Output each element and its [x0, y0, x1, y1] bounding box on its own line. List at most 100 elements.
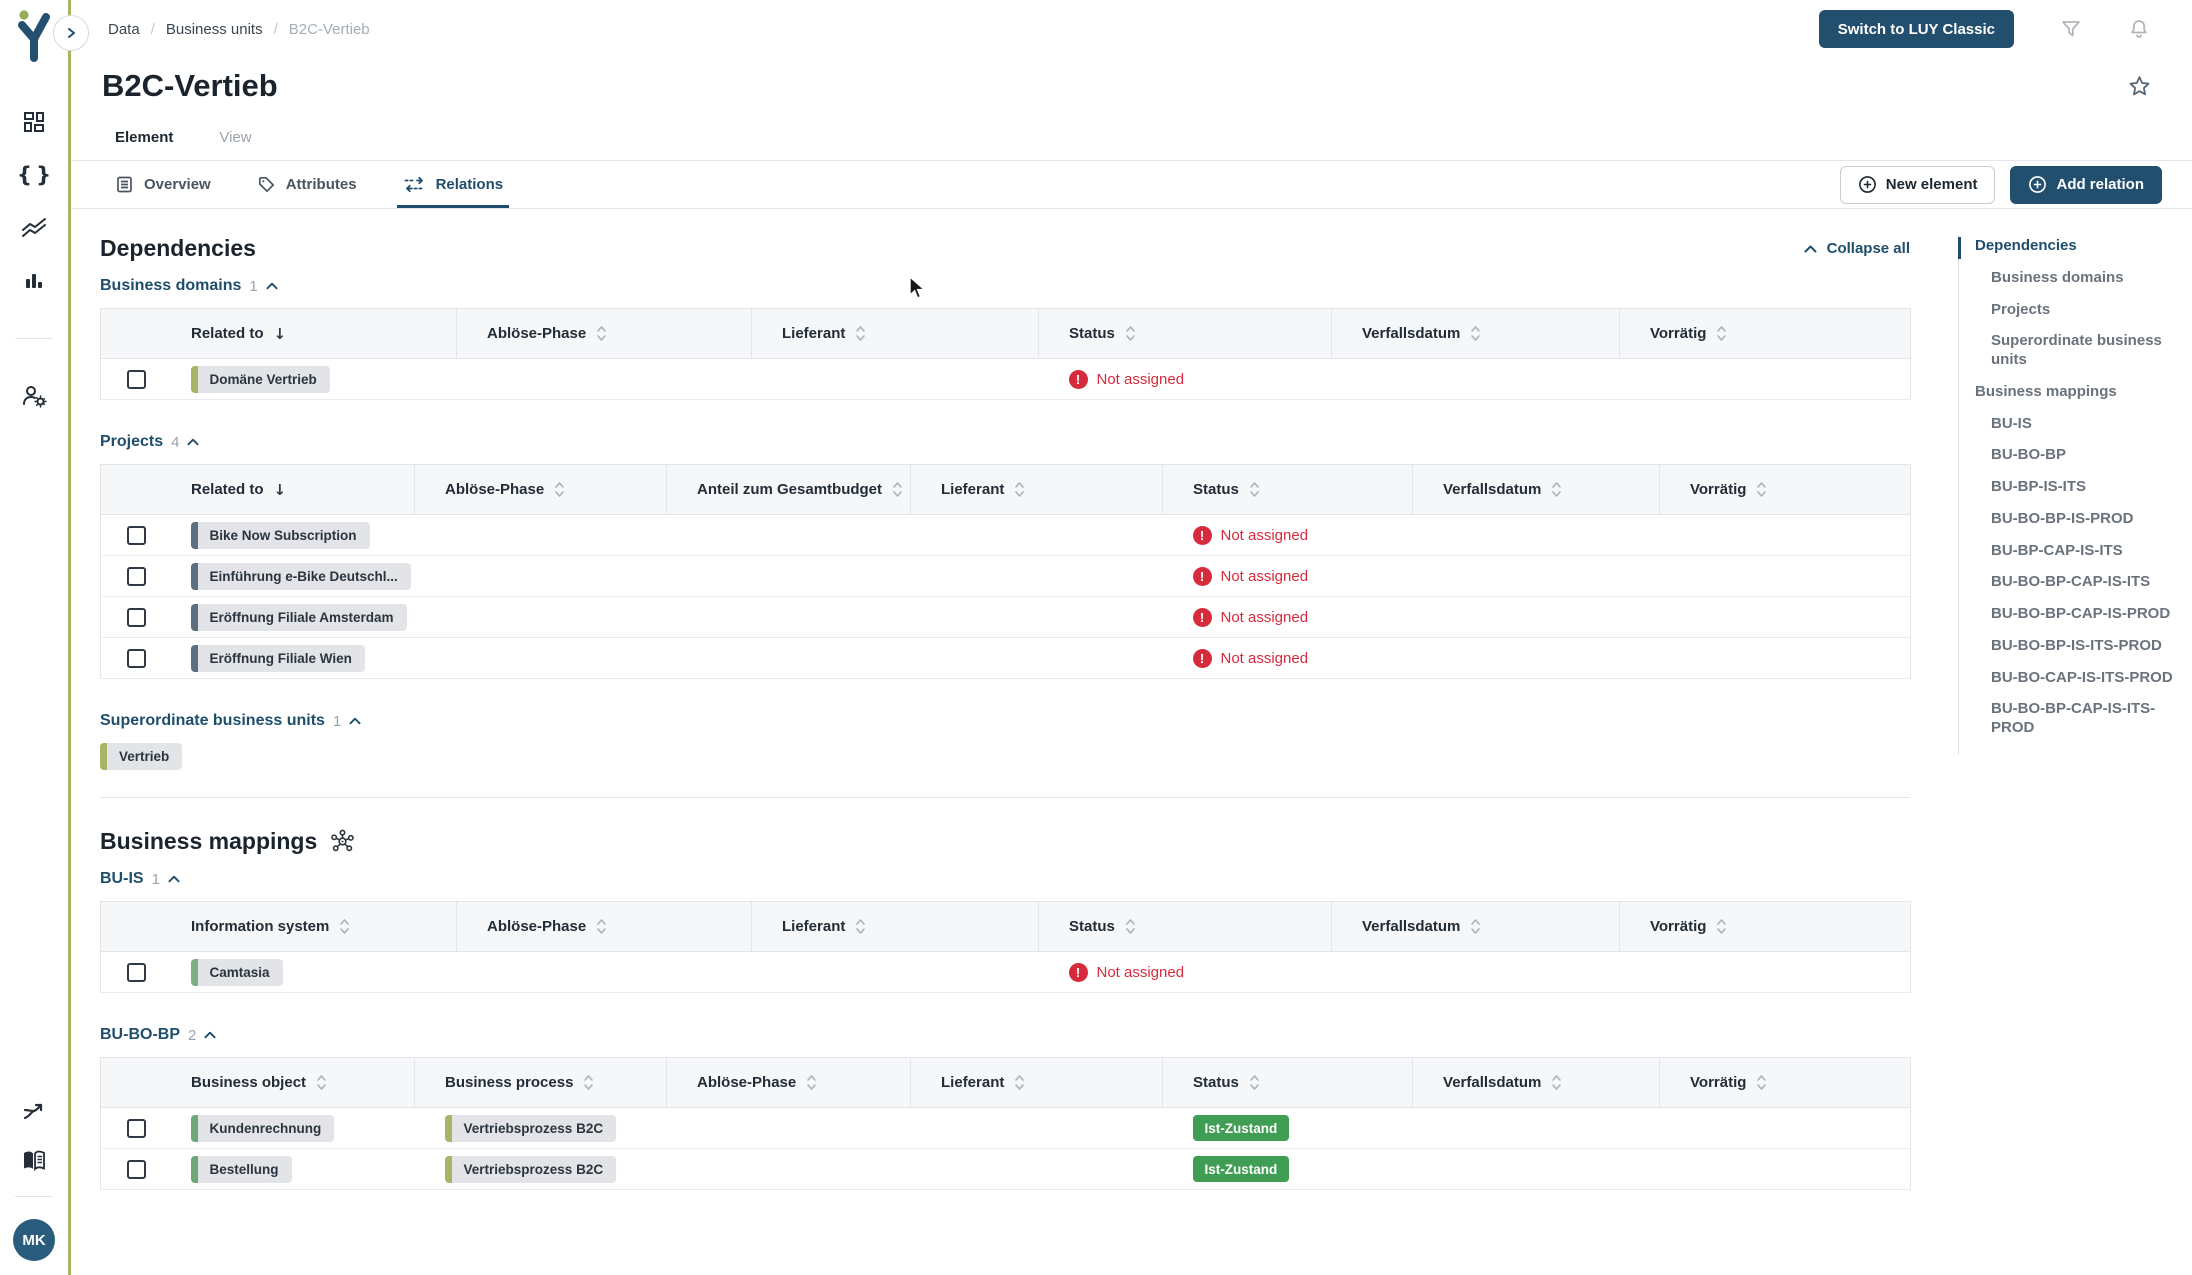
entity-tag[interactable]: Bike Now Subscription	[190, 521, 370, 549]
sidebar-expand-button[interactable]	[53, 15, 89, 51]
luy-logo[interactable]	[12, 8, 56, 69]
entity-tag[interactable]: Eröffnung Filiale Amsterdam	[190, 603, 407, 631]
sort-icon[interactable]	[1249, 481, 1260, 498]
column-header[interactable]: Verfallsdatum	[1331, 901, 1620, 952]
sort-icon[interactable]	[1125, 918, 1136, 935]
table-row[interactable]: Einführung e-Bike Deutschl...! Not assign…	[100, 555, 1911, 597]
toc-item-business-mappings[interactable]: Business mappings	[1975, 382, 2117, 400]
column-header[interactable]: Ablöse-Phase	[666, 1057, 912, 1108]
column-header[interactable]: Lieferant	[910, 1057, 1164, 1108]
sort-icon[interactable]	[1470, 918, 1481, 935]
sort-icon[interactable]	[339, 918, 350, 935]
breadcrumb-item[interactable]: Data	[108, 20, 140, 38]
collapse-all-button[interactable]: Collapse all	[1804, 240, 1910, 257]
column-header[interactable]: Vorrätig	[1659, 1057, 1911, 1108]
column-header[interactable]: Lieferant	[751, 308, 1039, 359]
tab-attributes[interactable]: Attributes	[257, 161, 357, 208]
sort-icon[interactable]	[1716, 918, 1727, 935]
sort-icon[interactable]	[1756, 1074, 1767, 1091]
entity-tag[interactable]: Vertriebsprozess B2C	[444, 1114, 617, 1142]
column-header[interactable]: Anteil zum Gesamtbudget	[666, 464, 911, 515]
table-row[interactable]: Bestellung Vertriebsprozess B2C Ist-Zustan…	[100, 1148, 1911, 1190]
sort-icon[interactable]	[892, 481, 903, 498]
bar-chart-icon[interactable]	[19, 266, 49, 296]
entity-tag[interactable]: Einführung e-Bike Deutschl...	[190, 562, 411, 590]
column-header[interactable]: Verfallsdatum	[1331, 308, 1620, 359]
entity-tag[interactable]: Vertriebsprozess B2C	[444, 1155, 617, 1183]
section-header-business-domains[interactable]: Business domains 1	[100, 277, 1910, 295]
entity-tag[interactable]: Bestellung	[190, 1155, 292, 1183]
new-element-button[interactable]: New element	[1839, 165, 1996, 204]
entity-tag[interactable]: Camtasia	[190, 958, 283, 986]
column-header[interactable]: Ablöse-Phase	[456, 308, 752, 359]
sort-desc-icon[interactable]: ↓	[273, 324, 287, 343]
sort-icon[interactable]	[316, 1074, 327, 1091]
toc-item-bu-bo-bp-cap-is-its[interactable]: BU-BO-BP-CAP-IS-ITS	[1991, 573, 2151, 591]
entity-tag[interactable]: Domäne Vertrieb	[190, 365, 330, 393]
user-settings-icon[interactable]	[19, 381, 49, 411]
row-checkbox[interactable]	[127, 962, 146, 982]
sort-icon[interactable]	[806, 1074, 817, 1091]
dashboard-icon[interactable]	[19, 107, 49, 137]
section-header-superordinate-business-units[interactable]: Superordinate business units 1	[100, 712, 1910, 730]
table-row[interactable]: Bike Now Subscription! Not assigned	[100, 514, 1911, 556]
row-checkbox[interactable]	[127, 369, 146, 389]
column-header[interactable]: Ablöse-Phase	[456, 901, 752, 952]
row-checkbox[interactable]	[127, 566, 146, 586]
column-header[interactable]: Ablöse-Phase	[414, 464, 667, 515]
add-relation-button[interactable]: Add relation	[2010, 165, 2162, 204]
column-header[interactable]: Status	[1162, 1057, 1414, 1108]
column-header[interactable]: Information system	[100, 901, 457, 952]
section-header-bu-is[interactable]: BU-IS 1	[100, 870, 1910, 888]
row-checkbox[interactable]	[127, 1118, 146, 1138]
column-header[interactable]: Lieferant	[751, 901, 1039, 952]
table-row[interactable]: Kundenrechnung Vertriebsprozess B2C Ist-Zu…	[100, 1107, 1911, 1149]
switch-to-classic-button[interactable]: Switch to LUY Classic	[1818, 10, 2014, 48]
sort-icon[interactable]	[583, 1074, 594, 1091]
sort-icon[interactable]	[1551, 1074, 1562, 1091]
column-header[interactable]: Vorrätig	[1619, 901, 1911, 952]
documentation-icon[interactable]	[19, 1146, 49, 1176]
column-header[interactable]: Business process	[414, 1057, 668, 1108]
avatar[interactable]: MK	[13, 1219, 55, 1261]
toc-item-superordinate-business-units[interactable]: Superordinate business units	[1991, 332, 2162, 368]
table-row[interactable]: Camtasia! Not assigned	[100, 951, 1911, 993]
sort-icon[interactable]	[1756, 481, 1767, 498]
tab-relations[interactable]: Relations	[396, 161, 509, 208]
code-icon[interactable]: { }	[16, 163, 52, 187]
toc-item-business-domains[interactable]: Business domains	[1991, 268, 2124, 286]
sort-icon[interactable]	[596, 918, 607, 935]
table-row[interactable]: Eröffnung Filiale Amsterdam! Not assigned	[100, 596, 1911, 638]
toc-item-dependencies[interactable]: Dependencies	[1958, 237, 2187, 259]
toc-item-bu-bo-bp-cap-is-prod[interactable]: BU-BO-BP-CAP-IS-PROD	[1991, 605, 2171, 622]
column-header[interactable]: Business object	[100, 1057, 416, 1108]
column-header[interactable]: Status	[1038, 901, 1332, 952]
toc-item-bu-bo-bp[interactable]: BU-BO-BP	[1991, 446, 2066, 464]
toc-item-projects[interactable]: Projects	[1991, 300, 2051, 318]
filter-icon[interactable]	[2060, 18, 2082, 40]
column-header[interactable]: Verfallsdatum	[1412, 1057, 1661, 1108]
toc-item-bu-bo-bp-is-its-prod[interactable]: BU-BO-BP-IS-ITS-PROD	[1991, 636, 2162, 654]
toc-item-bu-bo-bp-cap-is-its-prod[interactable]: BU-BO-BP-CAP-IS-ITS-PROD	[1991, 700, 2156, 736]
section-header-projects[interactable]: Projects 4	[100, 433, 1910, 451]
sort-icon[interactable]	[1125, 325, 1136, 342]
sort-desc-icon[interactable]: ↓	[273, 480, 287, 499]
column-header[interactable]: Status	[1162, 464, 1413, 515]
sort-icon[interactable]	[1249, 1074, 1260, 1091]
column-header[interactable]: Lieferant	[910, 464, 1163, 515]
breadcrumb-item[interactable]: Business units	[165, 20, 263, 38]
table-row[interactable]: Eröffnung Filiale Wien! Not assigned	[100, 637, 1911, 679]
sort-icon[interactable]	[554, 481, 565, 498]
entity-tag[interactable]: Vertrieb	[100, 743, 183, 770]
column-header[interactable]: Vorrätig	[1659, 464, 1911, 515]
entity-tag[interactable]: Eröffnung Filiale Wien	[190, 644, 365, 672]
flow-split-icon[interactable]	[19, 1096, 49, 1126]
entity-tag[interactable]: Kundenrechnung	[190, 1114, 335, 1142]
column-header[interactable]: Related to ↓	[100, 464, 415, 515]
toc-item-bu-bp-cap-is-its[interactable]: BU-BP-CAP-IS-ITS	[1991, 541, 2123, 559]
bell-icon[interactable]	[2128, 18, 2150, 40]
tab-overview[interactable]: Overview	[115, 161, 211, 208]
toc-item-bu-bo-cap-is-its-prod[interactable]: BU-BO-CAP-IS-ITS-PROD	[1991, 668, 2173, 686]
tab-element[interactable]: Element	[115, 128, 174, 146]
column-header[interactable]: Vorrätig	[1619, 308, 1911, 359]
